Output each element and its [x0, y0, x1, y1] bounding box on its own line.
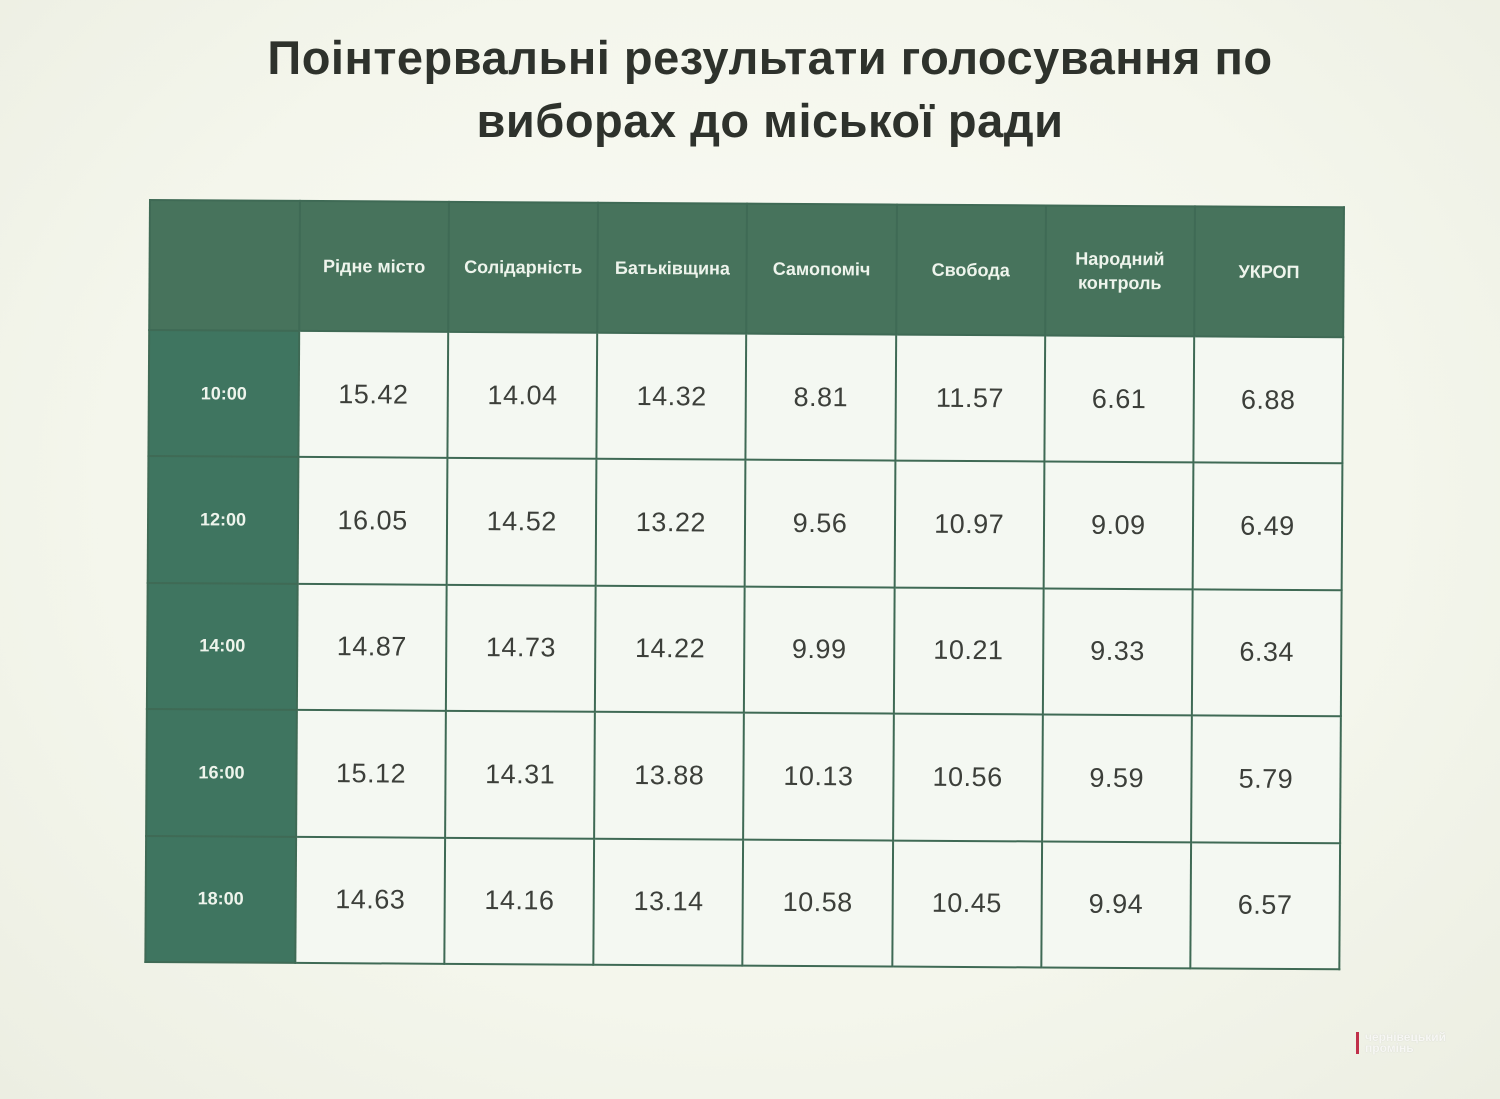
table-cell: 14.52: [446, 458, 597, 586]
table-cell: 13.14: [593, 838, 744, 966]
table-cell: 6.57: [1190, 841, 1341, 970]
table-cell: 14.31: [445, 710, 596, 839]
row-time-label: 18:00: [145, 835, 297, 963]
column-header: Батьківщина: [597, 202, 748, 334]
table-cell: 5.79: [1190, 715, 1341, 843]
table-cell: 6.49: [1192, 462, 1343, 591]
column-header: Солідарність: [448, 201, 599, 333]
table-cell: 14.04: [447, 331, 598, 460]
table-cell: 10.45: [891, 840, 1042, 968]
table-cell: 13.22: [595, 459, 746, 587]
table-row: 18:00 14.63 14.16 13.14 10.58 10.45 9.94 6.57: [145, 835, 1341, 970]
page-title: Поінтервальні результати голосування по …: [0, 26, 1500, 152]
table-row: 16:00 15.12 14.31 13.88 10.13 10.56 9.59 5.79: [146, 709, 1341, 843]
table-row: 12:00 16.05 14.52 13.22 9.56 10.97 9.09 6.49: [147, 456, 1343, 591]
watermark-line-1: чернівецький: [1365, 1030, 1446, 1044]
table-body: 10:00 15.42 14.04 14.32 8.81 11.57 6.61 6.88 12:…: [145, 330, 1344, 970]
row-time-label: 10:00: [148, 330, 300, 458]
title-line-2: виборах до міської ради: [476, 94, 1064, 147]
table-cell: 9.56: [745, 460, 895, 588]
table-cell: 9.59: [1041, 714, 1192, 842]
header-row: Рідне місто Солідарність Батьківщина Сам…: [149, 200, 1344, 338]
corner-cell: [149, 200, 300, 331]
table-cell: 13.88: [594, 711, 745, 840]
table-cell: 9.09: [1043, 461, 1194, 590]
table-cell: 10.21: [893, 587, 1044, 715]
table-cell: 10.13: [743, 712, 894, 841]
table-cell: 6.88: [1193, 336, 1344, 464]
results-table: Рідне місто Солідарність Батьківщина Сам…: [144, 199, 1345, 970]
results-table-wrapper: Рідне місто Солідарність Батьківщина Сам…: [144, 199, 1345, 970]
watermark-logo: чернівецький промінь: [1356, 1030, 1446, 1055]
title-line-1: Поінтервальні результати голосування по: [267, 31, 1273, 84]
table-cell: 9.33: [1042, 588, 1193, 716]
table-cell: 6.61: [1044, 335, 1195, 463]
table-cell: 15.42: [298, 330, 449, 459]
table-cell: 14.32: [596, 332, 747, 461]
table-cell: 14.63: [295, 836, 446, 964]
table-cell: 10.56: [892, 713, 1043, 842]
table-cell: 14.87: [296, 583, 447, 711]
column-header: Самопоміч: [746, 203, 897, 335]
column-header: УКРОП: [1194, 206, 1344, 338]
table-cell: 10.97: [894, 460, 1045, 589]
row-time-label: 16:00: [146, 709, 297, 837]
column-header: Народний контроль: [1044, 205, 1195, 337]
table-cell: 9.99: [744, 586, 895, 714]
row-time-label: 14:00: [146, 582, 298, 711]
column-header: Свобода: [895, 204, 1046, 336]
row-time-label: 12:00: [147, 456, 299, 584]
table-cell: 8.81: [745, 333, 896, 461]
watermark-line-2: промінь: [1365, 1041, 1414, 1055]
table-cell: 14.73: [446, 584, 596, 712]
table-row: 14:00 14.87 14.73 14.22 9.99 10.21 9.33 6.34: [146, 582, 1342, 717]
table-cell: 16.05: [297, 457, 448, 585]
table-cell: 9.94: [1041, 841, 1191, 969]
column-header: Рідне місто: [299, 200, 450, 332]
table-cell: 14.16: [444, 837, 595, 965]
table-cell: 14.22: [595, 585, 746, 713]
table-cell: 6.34: [1191, 589, 1342, 717]
table-cell: 15.12: [296, 710, 447, 838]
table-cell: 10.58: [742, 839, 893, 967]
table-row: 10:00 15.42 14.04 14.32 8.81 11.57 6.61 6.88: [148, 330, 1344, 464]
table-cell: 11.57: [894, 334, 1045, 462]
